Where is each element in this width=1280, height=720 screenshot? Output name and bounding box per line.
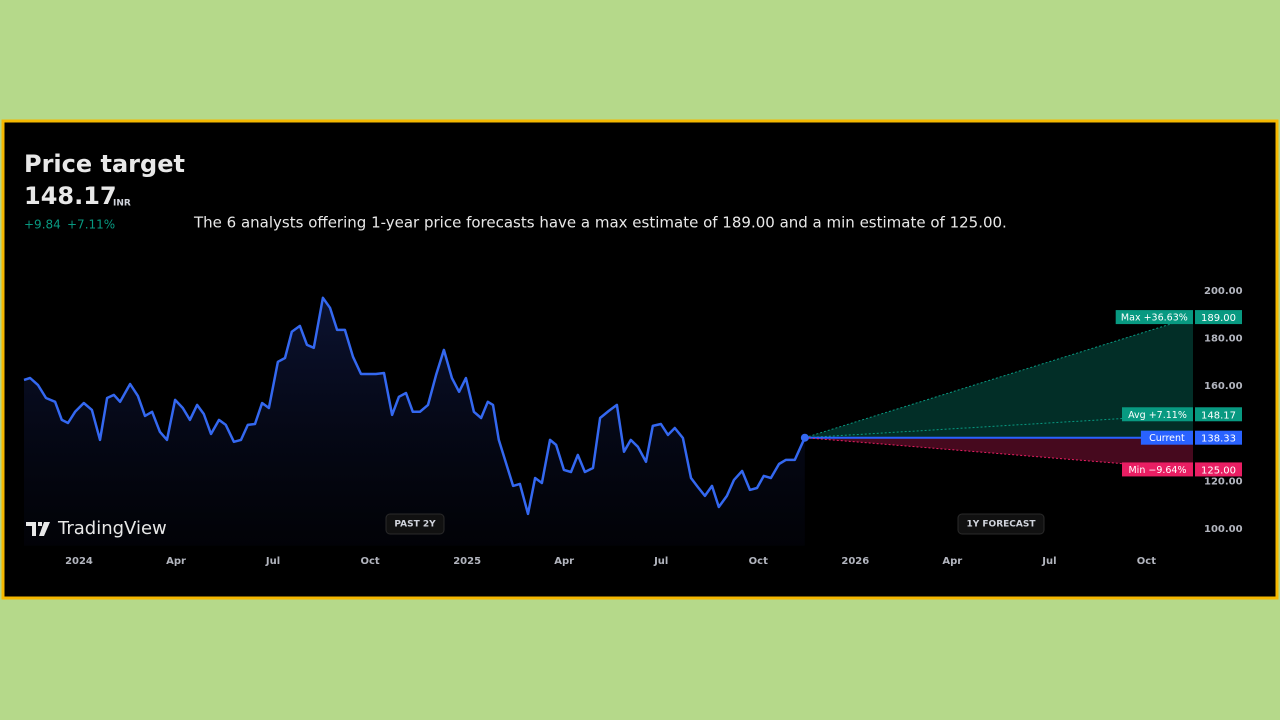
x-tick-label: Oct <box>1137 556 1156 567</box>
name-badge <box>1122 462 1193 477</box>
logo: TradingView <box>26 518 167 539</box>
description: The 6 analysts offering 1-year price for… <box>193 214 1007 232</box>
value-label: 125.00 <box>1201 465 1236 476</box>
name-label: Min −9.64% <box>1128 465 1186 476</box>
currency: INR <box>113 199 131 209</box>
x-tick-label: Jul <box>1041 556 1056 567</box>
chart: 2024 Apr Jul Oct 2025 Apr Jul Oct 2026 Apr Jul Oct 1… <box>23 286 1243 567</box>
current-point <box>800 433 809 442</box>
price: 148.17 <box>24 182 117 210</box>
price-line <box>23 296 806 516</box>
value-badge <box>1195 462 1242 477</box>
value-badge <box>1195 407 1242 422</box>
logo-mark <box>26 522 50 536</box>
x-tick-label: Apr <box>166 556 186 567</box>
y-tick-label: 100.00 <box>1204 524 1243 535</box>
forecast-button[interactable] <box>957 513 1045 535</box>
area <box>24 297 805 546</box>
name-badge <box>1140 430 1193 445</box>
y-tick-label: 120.00 <box>1204 476 1243 487</box>
y-tick-label: 180.00 <box>1204 334 1243 345</box>
logo-text: TradingView <box>57 518 167 539</box>
name-label: Current <box>1149 433 1185 444</box>
forecast-button-label[interactable]: 1Y FORECAST <box>967 520 1037 530</box>
y-tick-label: 200.00 <box>1204 286 1243 297</box>
value-label: 138.33 <box>1201 434 1236 445</box>
x-tick-label: Jul <box>265 556 280 567</box>
x-tick-label: 2026 <box>841 556 869 567</box>
x-tick-label: Oct <box>749 556 768 567</box>
past-button[interactable] <box>385 513 445 535</box>
past-button-label[interactable]: PAST 2Y <box>394 520 436 530</box>
x-tick-label: 2025 <box>453 556 481 567</box>
x-tick-label: Apr <box>942 556 962 567</box>
x-tick-label: Apr <box>554 556 574 567</box>
name-badge <box>1115 310 1193 325</box>
value-badge <box>1195 310 1242 325</box>
x-tick-label: Oct <box>360 556 379 567</box>
value-label: 189.00 <box>1201 313 1236 324</box>
y-tick-label: 160.00 <box>1204 381 1243 392</box>
value-badge <box>1195 430 1242 445</box>
change: +9.84 <box>24 218 61 232</box>
x-tick-label: Jul <box>653 556 668 567</box>
name-label: Max +36.63% <box>1121 313 1188 324</box>
x-tick-label: 2024 <box>65 556 93 567</box>
change-pct: +7.11% <box>67 218 115 232</box>
title: Price target <box>24 150 185 178</box>
name-label: Avg +7.11% <box>1128 410 1187 421</box>
name-badge <box>1122 407 1193 422</box>
value-label: 148.17 <box>1201 410 1236 421</box>
